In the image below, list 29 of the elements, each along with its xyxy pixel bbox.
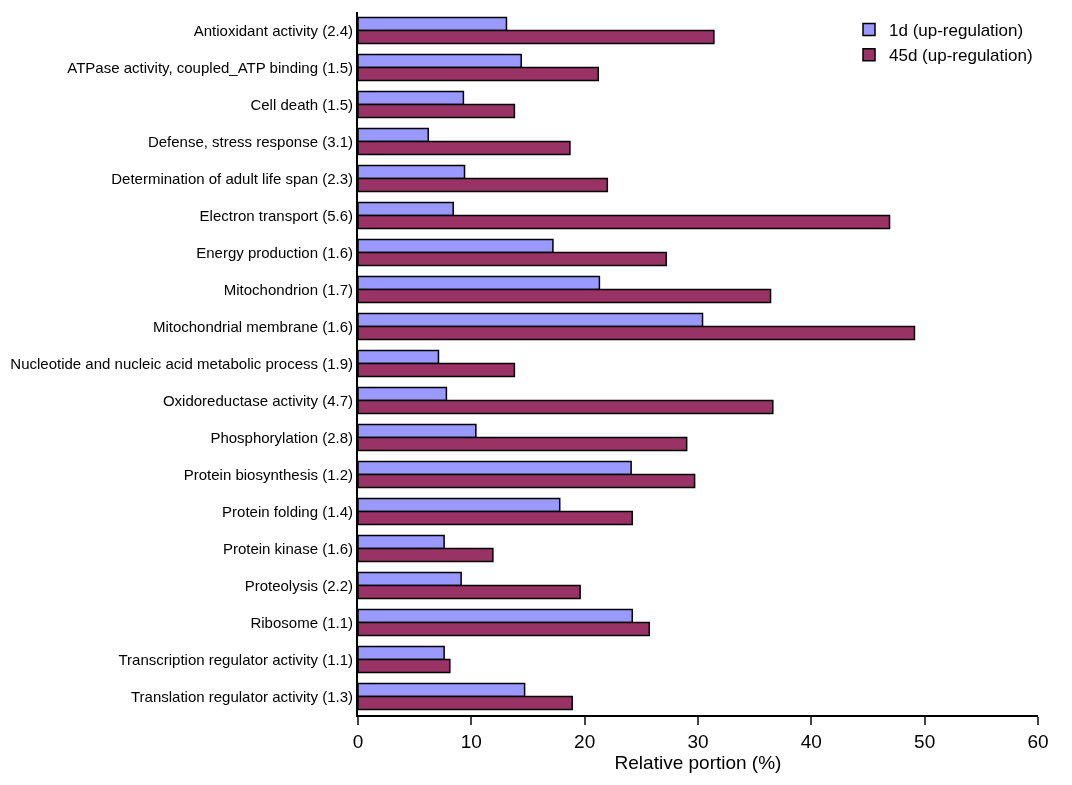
y-tick-label: Translation regulator activity (1.3) [130, 687, 353, 705]
y-tick-label: Electron transport (5.6) [199, 206, 353, 224]
x-tick-label: 50 [914, 730, 936, 752]
y-tick-label: Ribosome (1.1) [250, 613, 353, 631]
x-tick-label: 60 [1027, 730, 1049, 752]
y-tick-label: Determination of adult life span (2.3) [111, 169, 353, 187]
y-tick-label: Proteolysis (2.2) [244, 576, 353, 594]
y-tick-label: Protein folding (1.4) [222, 502, 353, 520]
legend-label: 1d (up-regulation) [889, 21, 1024, 41]
x-tick-label: 10 [460, 730, 482, 752]
y-tick-label: Antioxidant activity (2.4) [193, 21, 353, 39]
y-tick-label: Transcription regulator activity (1.1) [118, 650, 353, 668]
y-tick-label: Mitochondrion (1.7) [223, 280, 353, 298]
x-tick-label: 40 [800, 730, 822, 752]
x-tick-label: 30 [687, 730, 709, 752]
legend-label: 45d (up-regulation) [889, 46, 1033, 66]
y-tick-label: Cell death (1.5) [250, 95, 353, 113]
y-tick-label: Oxidoreductase activity (4.7) [162, 391, 353, 409]
y-tick-label: Protein biosynthesis (1.2) [183, 465, 353, 483]
y-tick-label: Defense, stress response (3.1) [147, 132, 353, 150]
x-axis-title: Relative portion (%) [614, 751, 782, 773]
y-tick-label: Energy production (1.6) [196, 243, 353, 261]
y-tick-label: Phosphorylation (2.8) [210, 428, 353, 446]
y-tick-label: ATPase activity, coupled_ATP binding (1.5) [67, 58, 353, 76]
y-tick-label: Nucleotide and nucleic acid metabolic process (1.9) [10, 354, 353, 372]
x-tick-label: 0 [352, 730, 364, 752]
y-tick-label: Mitochondrial membrane (1.6) [152, 317, 353, 335]
x-tick-label: 20 [574, 730, 596, 752]
y-tick-label: Protein kinase (1.6) [222, 539, 353, 557]
